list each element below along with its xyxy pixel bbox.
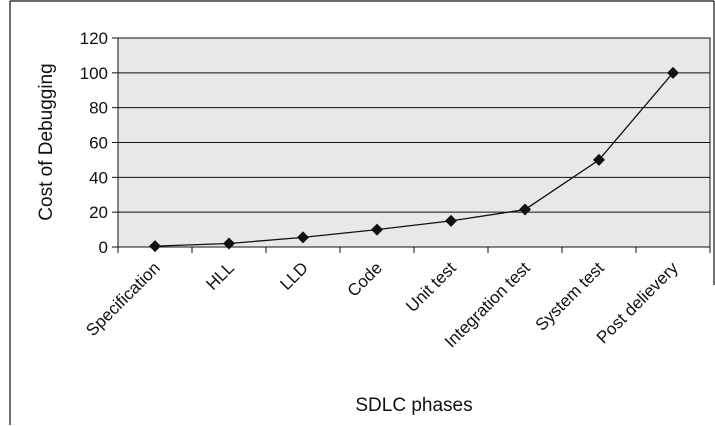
y-tick-label: 20 — [89, 203, 108, 222]
data-point-marker — [223, 237, 235, 250]
data-point-marker — [519, 203, 531, 216]
x-axis-ticks: Specification HLL LLD Code Unit testIntegrat… — [82, 247, 711, 351]
x-tick-label: HLL — [202, 258, 237, 293]
y-tick-label: 0 — [99, 238, 108, 257]
data-point-marker — [371, 223, 383, 236]
data-point-marker — [593, 153, 605, 166]
x-tick-label: Unit test — [402, 258, 460, 316]
y-tick-label: 80 — [89, 99, 108, 118]
x-axis-label: SDLC phases — [355, 395, 472, 416]
series-line — [154, 72, 674, 247]
chart-frame — [9, 0, 715, 425]
x-tick-label: Code — [344, 258, 386, 300]
y-tick-label: 100 — [80, 64, 108, 83]
y-tick-label: 40 — [89, 168, 108, 187]
x-tick-label: System test — [532, 258, 608, 334]
gridlines — [118, 72, 710, 213]
y-tick-label: 120 — [80, 29, 108, 48]
x-tick-label: Specification — [82, 258, 164, 340]
x-tick-label: LLD — [276, 258, 311, 293]
y-tick-label: 60 — [89, 134, 108, 153]
data-point-marker — [667, 66, 679, 79]
data-point-marker — [445, 214, 457, 227]
data-markers — [149, 66, 679, 253]
y-axis-ticks: 0 20 40 60 80 100 120 — [80, 29, 118, 257]
data-point-marker — [149, 240, 161, 253]
data-point-marker — [297, 231, 309, 244]
y-axis-label: Cost of Debugging — [36, 63, 57, 220]
